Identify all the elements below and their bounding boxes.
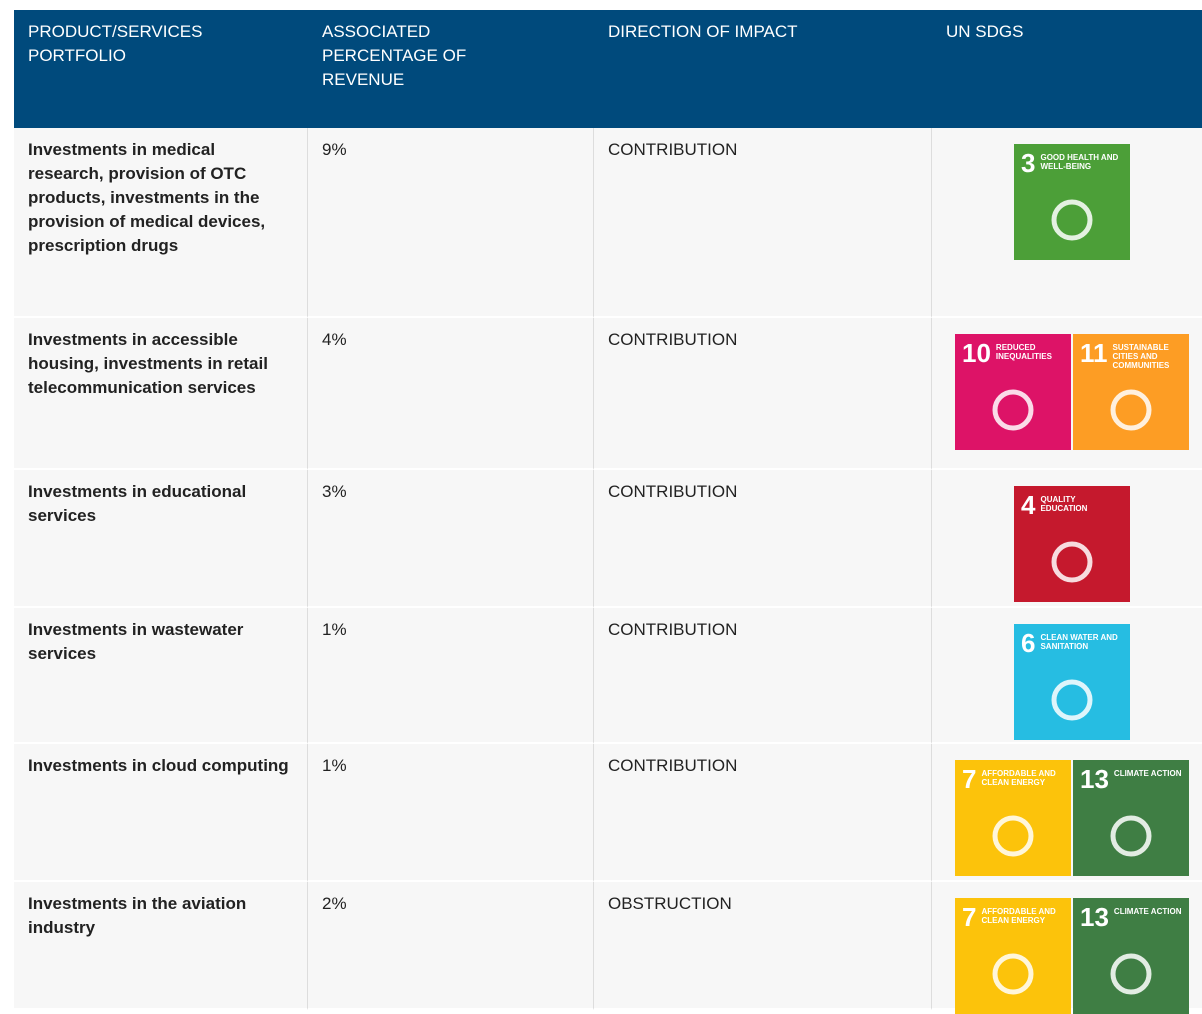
- percentage-text: 3%: [322, 482, 347, 501]
- header-text: ASSOCIATED PERCENTAGE OF REVENUE: [322, 22, 467, 89]
- percentage-cell: 4%: [308, 318, 594, 470]
- header-text: DIRECTION OF IMPACT: [608, 22, 798, 41]
- direction-cell: CONTRIBUTION: [594, 318, 932, 470]
- header-cell: ASSOCIATED PERCENTAGE OF REVENUE: [308, 10, 594, 128]
- direction-text: OBSTRUCTION: [608, 894, 732, 913]
- direction-cell: CONTRIBUTION: [594, 744, 932, 882]
- direction-cell: CONTRIBUTION: [594, 128, 932, 318]
- sdg-cell: 4 QUALITY EDUCATION: [932, 470, 1202, 608]
- sdg-glyph: [992, 953, 1034, 995]
- portfolio-text: Investments in medical research, provisi…: [28, 140, 266, 255]
- sdg-icon: 3 GOOD HEALTH AND WELL-BEING: [1014, 144, 1130, 260]
- percentage-cell: 1%: [308, 744, 594, 882]
- portfolio-text: Investments in cloud computing: [28, 756, 289, 775]
- table-row: Investments in the aviation industry 2% OB…: [14, 882, 1202, 1014]
- sdg-number: 10: [962, 338, 991, 368]
- sdg-name: SUSTAINABLE CITIES AND COMMUNITIES: [1112, 343, 1170, 370]
- sdg-icon: 10 REDUCED INEQUALITIES: [955, 334, 1071, 450]
- direction-cell: CONTRIBUTION: [594, 608, 932, 744]
- percentage-cell: 1%: [308, 608, 594, 744]
- portfolio-text: Investments in accessible housing, inves…: [28, 330, 268, 397]
- sdg-glyph: [1051, 679, 1093, 721]
- sdg-icon: 11 SUSTAINABLE CITIES AND COMMUNITIES: [1073, 334, 1189, 450]
- table-row: Investments in medical research, provisi…: [14, 128, 1202, 318]
- header-cell: UN SDGS: [932, 10, 1202, 128]
- table-row: Investments in educational services 3% CON…: [14, 470, 1202, 608]
- percentage-cell: 3%: [308, 470, 594, 608]
- portfolio-cell: Investments in educational services: [14, 470, 308, 608]
- sdg-name: AFFORDABLE AND CLEAN ENERGY: [981, 769, 1056, 787]
- sdg-number: 13: [1080, 764, 1109, 794]
- sdg-glyph: [1051, 199, 1093, 241]
- sdg-icon: 13 CLIMATE ACTION: [1073, 898, 1189, 1014]
- sdg-glyph: [1051, 541, 1093, 583]
- percentage-text: 9%: [322, 140, 347, 159]
- direction-text: CONTRIBUTION: [608, 620, 738, 639]
- sdg-name: REDUCED INEQUALITIES: [995, 343, 1052, 361]
- portfolio-text: Investments in the aviation industry: [28, 894, 247, 937]
- sdg-number: 11: [1080, 338, 1108, 368]
- sdg-glyph: [1110, 953, 1152, 995]
- table-header: PRODUCT/SERVICES PORTFOLIO ASSOCIATED PE…: [14, 10, 1202, 128]
- sdg-number: 7: [962, 902, 977, 932]
- sdg-cell: 6 CLEAN WATER AND SANITATION: [932, 608, 1202, 744]
- sdg-icon: 7 AFFORDABLE AND CLEAN ENERGY: [955, 898, 1071, 1014]
- sdg-cell: 3 GOOD HEALTH AND WELL-BEING: [932, 128, 1202, 318]
- direction-cell: OBSTRUCTION: [594, 882, 932, 1010]
- sdg-icon: 7 AFFORDABLE AND CLEAN ENERGY: [955, 760, 1071, 876]
- portfolio-text: Investments in educational services: [28, 482, 247, 525]
- direction-text: CONTRIBUTION: [608, 140, 738, 159]
- sdg-cell: 7 AFFORDABLE AND CLEAN ENERGY 13 CLIMATE AC…: [932, 744, 1202, 882]
- portfolio-cell: Investments in cloud computing: [14, 744, 308, 882]
- sdg-number: 7: [962, 764, 977, 794]
- sdg-name: QUALITY EDUCATION: [1040, 495, 1088, 513]
- table-row: Investments in wastewater services 1% CONT…: [14, 608, 1202, 744]
- sdg-icon: 13 CLIMATE ACTION: [1073, 760, 1189, 876]
- portfolio-cell: Investments in the aviation industry: [14, 882, 308, 1010]
- percentage-cell: 2%: [308, 882, 594, 1010]
- sdg-name: CLIMATE ACTION: [1113, 769, 1182, 778]
- sdg-icon: 4 QUALITY EDUCATION: [1014, 486, 1130, 602]
- sdg-number: 4: [1021, 490, 1036, 520]
- percentage-text: 2%: [322, 894, 347, 913]
- percentage-text: 4%: [322, 330, 347, 349]
- table-row: Investments in cloud computing 1% CONTRIBU…: [14, 744, 1202, 882]
- percentage-text: 1%: [322, 620, 347, 639]
- header-cell: DIRECTION OF IMPACT: [594, 10, 932, 128]
- sdg-number: 6: [1021, 628, 1036, 658]
- portfolio-cell: Investments in accessible housing, inves…: [14, 318, 308, 470]
- sdg-name: GOOD HEALTH AND WELL-BEING: [1040, 153, 1119, 171]
- sdg-number: 13: [1080, 902, 1109, 932]
- sdg-glyph: [1110, 389, 1152, 431]
- sdg-cell: 10 REDUCED INEQUALITIES 11 SUSTAINABLE CITI…: [932, 318, 1202, 470]
- sdg-cell: 7 AFFORDABLE AND CLEAN ENERGY 13 CLIMATE AC…: [932, 882, 1202, 1014]
- header-text: UN SDGS: [946, 22, 1024, 41]
- sdg-name: CLIMATE ACTION: [1113, 907, 1182, 916]
- percentage-cell: 9%: [308, 128, 594, 318]
- direction-text: CONTRIBUTION: [608, 756, 738, 775]
- direction-text: CONTRIBUTION: [608, 482, 738, 501]
- portfolio-text: Investments in wastewater services: [28, 620, 244, 663]
- header-text: PRODUCT/SERVICES PORTFOLIO: [28, 22, 203, 65]
- sdg-number: 3: [1021, 148, 1036, 178]
- sdg-table: PRODUCT/SERVICES PORTFOLIO ASSOCIATED PE…: [14, 10, 1202, 1014]
- direction-text: CONTRIBUTION: [608, 330, 738, 349]
- table-row: Investments in accessible housing, inves…: [14, 318, 1202, 470]
- sdg-icon: 6 CLEAN WATER AND SANITATION: [1014, 624, 1130, 740]
- portfolio-cell: Investments in wastewater services: [14, 608, 308, 744]
- percentage-text: 1%: [322, 756, 347, 775]
- sdg-glyph: [992, 815, 1034, 857]
- sdg-glyph: [1110, 815, 1152, 857]
- sdg-glyph: [992, 389, 1034, 431]
- sdg-name: CLEAN WATER AND SANITATION: [1040, 633, 1118, 651]
- direction-cell: CONTRIBUTION: [594, 470, 932, 608]
- sdg-name: AFFORDABLE AND CLEAN ENERGY: [981, 907, 1056, 925]
- portfolio-cell: Investments in medical research, provisi…: [14, 128, 308, 318]
- header-cell: PRODUCT/SERVICES PORTFOLIO: [14, 10, 308, 128]
